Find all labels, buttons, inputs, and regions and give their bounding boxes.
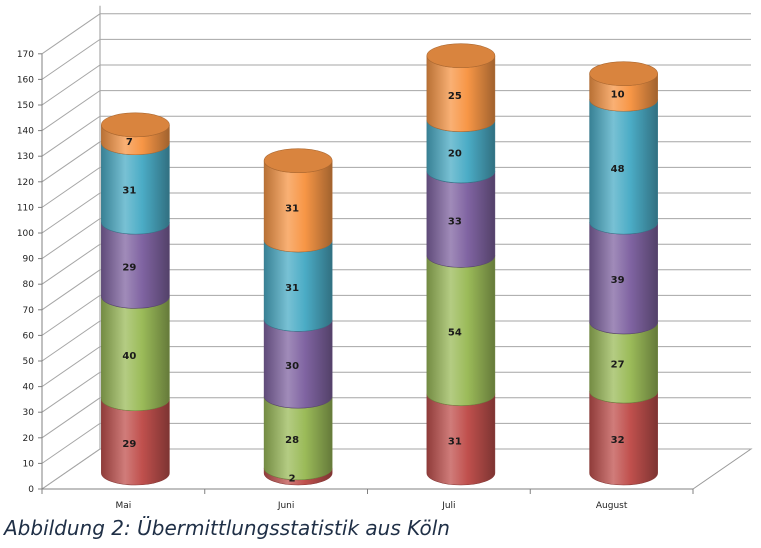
y-tick-label: 0	[28, 485, 34, 495]
y-tick-label: 80	[23, 280, 35, 290]
y-tick-label: 140	[17, 127, 34, 137]
x-category-label: August	[596, 501, 628, 511]
y-tick-labels: 0 10 20 30 40 50 60 70 80 90 100 110 120 130 140 150 160…	[17, 50, 34, 495]
y-tick-label: 170	[17, 50, 34, 60]
bar-stack	[263, 148, 333, 486]
data-label: 48	[611, 164, 625, 175]
figure-caption: Abbildung 2: Übermittlungsstatistik aus …	[4, 516, 450, 540]
y-tick-label: 160	[17, 75, 34, 85]
gridline	[41, 397, 751, 439]
data-label: 33	[448, 216, 462, 227]
data-label: 31	[285, 204, 299, 215]
gridline	[41, 192, 751, 234]
data-label: 7	[126, 137, 133, 148]
data-label: 31	[285, 283, 299, 294]
gridline	[41, 448, 751, 490]
gridline	[41, 90, 751, 132]
gridline	[41, 371, 751, 413]
y-tick-label: 120	[17, 178, 34, 188]
data-label: 32	[611, 435, 625, 446]
y-tick-label: 130	[17, 152, 34, 162]
gridline	[41, 115, 751, 157]
gridline	[41, 218, 751, 260]
y-tick-label: 50	[23, 357, 35, 367]
x-category-label: Mai	[115, 501, 131, 511]
data-label: 25	[448, 91, 462, 102]
x-category-label: Juni	[277, 501, 295, 511]
data-label: 2	[289, 474, 296, 485]
gridline	[41, 422, 751, 464]
data-label: 31	[122, 186, 136, 197]
data-label: 40	[122, 351, 136, 362]
y-tick-label: 100	[17, 229, 34, 239]
gridline	[41, 320, 751, 362]
gridline	[41, 269, 751, 311]
data-label: 29	[122, 262, 136, 273]
y-tick-label: 70	[23, 306, 35, 316]
gridline	[41, 346, 751, 388]
data-label: 54	[448, 328, 462, 339]
data-label: 29	[122, 439, 136, 450]
y-tick-label: 10	[23, 459, 35, 469]
bar-top-cap	[101, 112, 170, 138]
axes	[38, 53, 694, 494]
x-category-label: Juli	[441, 501, 455, 511]
bar-stack	[101, 112, 170, 486]
y-tick-label: 110	[17, 203, 34, 213]
gridline	[41, 294, 751, 336]
data-label: 30	[285, 361, 299, 372]
gridline	[41, 64, 751, 106]
y-tick-label: 150	[17, 101, 34, 111]
bar-stack	[589, 61, 658, 486]
gridline	[41, 141, 751, 183]
y-tick-label: 20	[23, 434, 35, 444]
gridline	[41, 243, 751, 285]
y-tick-label: 30	[23, 408, 35, 418]
data-label: 28	[285, 435, 299, 446]
bars	[101, 43, 658, 486]
data-label: 10	[611, 90, 625, 101]
bar-stack	[426, 43, 496, 486]
bar-top-cap	[589, 61, 658, 86]
bar-top-cap	[263, 148, 333, 173]
bar-top-cap	[426, 43, 496, 69]
y-tick-label: 90	[23, 255, 35, 265]
gridlines	[41, 13, 751, 490]
data-label: 31	[448, 437, 462, 448]
y-tick-label: 40	[23, 383, 35, 393]
data-labels: 29 40 29 31 7 2 28 30 31 31 31 54 33 20 25 32 27 39 48 10	[122, 90, 624, 485]
gridline	[41, 13, 751, 55]
data-label: 27	[611, 360, 625, 371]
data-label: 39	[611, 275, 625, 286]
x-category-labels: Mai Juni Juli August	[115, 501, 627, 511]
gridline	[41, 166, 751, 208]
y-tick-label: 60	[23, 331, 35, 341]
data-label: 20	[448, 149, 462, 160]
gridline	[41, 38, 751, 80]
stacked-cylinder-chart: 0 10 20 30 40 50 60 70 80 90 100 110 120 130 140 150 160…	[17, 5, 753, 511]
